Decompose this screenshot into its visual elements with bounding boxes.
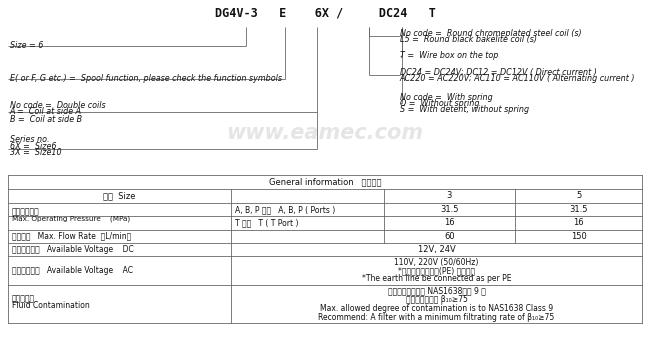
Text: *The earth line be connected as per PE: *The earth line be connected as per PE — [361, 274, 511, 283]
Text: 16: 16 — [444, 218, 455, 228]
Text: 110V, 220V (50/60Hz): 110V, 220V (50/60Hz) — [395, 258, 478, 267]
Text: 交流可用电压   Available Voltage    AC: 交流可用电压 Available Voltage AC — [12, 266, 133, 275]
Text: Size = 6: Size = 6 — [10, 41, 43, 50]
Text: 3X =  Size10: 3X = Size10 — [10, 148, 61, 158]
Text: No code =  With spring: No code = With spring — [400, 93, 493, 103]
Text: 油液最高污染等级 NAS1638，第 9 级: 油液最高污染等级 NAS1638，第 9 级 — [387, 286, 486, 295]
Text: 16: 16 — [573, 218, 584, 228]
Text: 150: 150 — [571, 232, 587, 241]
Text: 最高工作压力: 最高工作压力 — [12, 208, 40, 217]
Text: 通径  Size: 通径 Size — [103, 191, 135, 201]
Text: E( or F, G etc.) =  Spool function, please check the function symbols: E( or F, G etc.) = Spool function, pleas… — [10, 74, 281, 83]
Text: AC220 = AC220V; AC110 = AC110V ( Alternating current ): AC220 = AC220V; AC110 = AC110V ( Alterna… — [400, 74, 635, 83]
Text: S =  With detent, without spring: S = With detent, without spring — [400, 105, 529, 114]
Text: 31.5: 31.5 — [440, 205, 459, 214]
Text: 3: 3 — [447, 191, 452, 201]
Text: 推荐过滤器精度 β₁₀≥75: 推荐过滤器精度 β₁₀≥75 — [406, 295, 467, 304]
Text: 12V, 24V: 12V, 24V — [417, 245, 456, 254]
Text: DC24 = DC24V; DC12 = DC12V ( Direct current ): DC24 = DC24V; DC12 = DC12V ( Direct curr… — [400, 68, 597, 77]
Text: No code =  Double coils: No code = Double coils — [10, 100, 105, 110]
Text: General information   基本参数: General information 基本参数 — [268, 177, 382, 187]
Text: 最大流量   Max. Flow Rate  （L/min）: 最大流量 Max. Flow Rate （L/min） — [12, 232, 131, 241]
Text: DG4V-3   E    6X /     DC24   T: DG4V-3 E 6X / DC24 T — [214, 7, 436, 20]
Text: 31.5: 31.5 — [569, 205, 588, 214]
Text: *电器保护导线读接(PE) 规定接地: *电器保护导线读接(PE) 规定接地 — [398, 266, 475, 275]
Text: 6X =  Size6: 6X = Size6 — [10, 142, 57, 151]
Text: No code =  Round chromeplated steel coil (s): No code = Round chromeplated steel coil … — [400, 29, 581, 38]
Text: O =  Without spring: O = Without spring — [400, 99, 479, 108]
Text: 油液清洁度: 油液清洁度 — [12, 294, 35, 303]
Text: Max. Operating Pressure    (MPa): Max. Operating Pressure (MPa) — [12, 215, 130, 222]
Text: 5: 5 — [576, 191, 582, 201]
Text: T =  Wire box on the top: T = Wire box on the top — [400, 51, 498, 61]
Text: Fluid Contamination: Fluid Contamination — [12, 301, 90, 310]
Text: T 油口   T ( T Port ): T 油口 T ( T Port ) — [235, 218, 298, 228]
Text: 直流可用电压   Available Voltage    DC: 直流可用电压 Available Voltage DC — [12, 245, 133, 254]
Text: L5 =  Round black bakelite coil (s): L5 = Round black bakelite coil (s) — [400, 35, 537, 44]
Text: A =  Coil at side A: A = Coil at side A — [10, 107, 82, 117]
Text: Series no.: Series no. — [10, 135, 49, 145]
Text: 60: 60 — [444, 232, 455, 241]
Text: B =  Coil at side B: B = Coil at side B — [10, 114, 82, 124]
Text: Max. allowed degree of contamination is to NAS1638 Class 9: Max. allowed degree of contamination is … — [320, 304, 553, 313]
Text: A, B, P 油口   A, B, P ( Ports ): A, B, P 油口 A, B, P ( Ports ) — [235, 205, 335, 214]
Text: www.eamec.com: www.eamec.com — [226, 123, 424, 143]
Text: Recommend: A filter with a minimum filtrating rate of β₁₀≥75: Recommend: A filter with a minimum filtr… — [318, 313, 554, 322]
